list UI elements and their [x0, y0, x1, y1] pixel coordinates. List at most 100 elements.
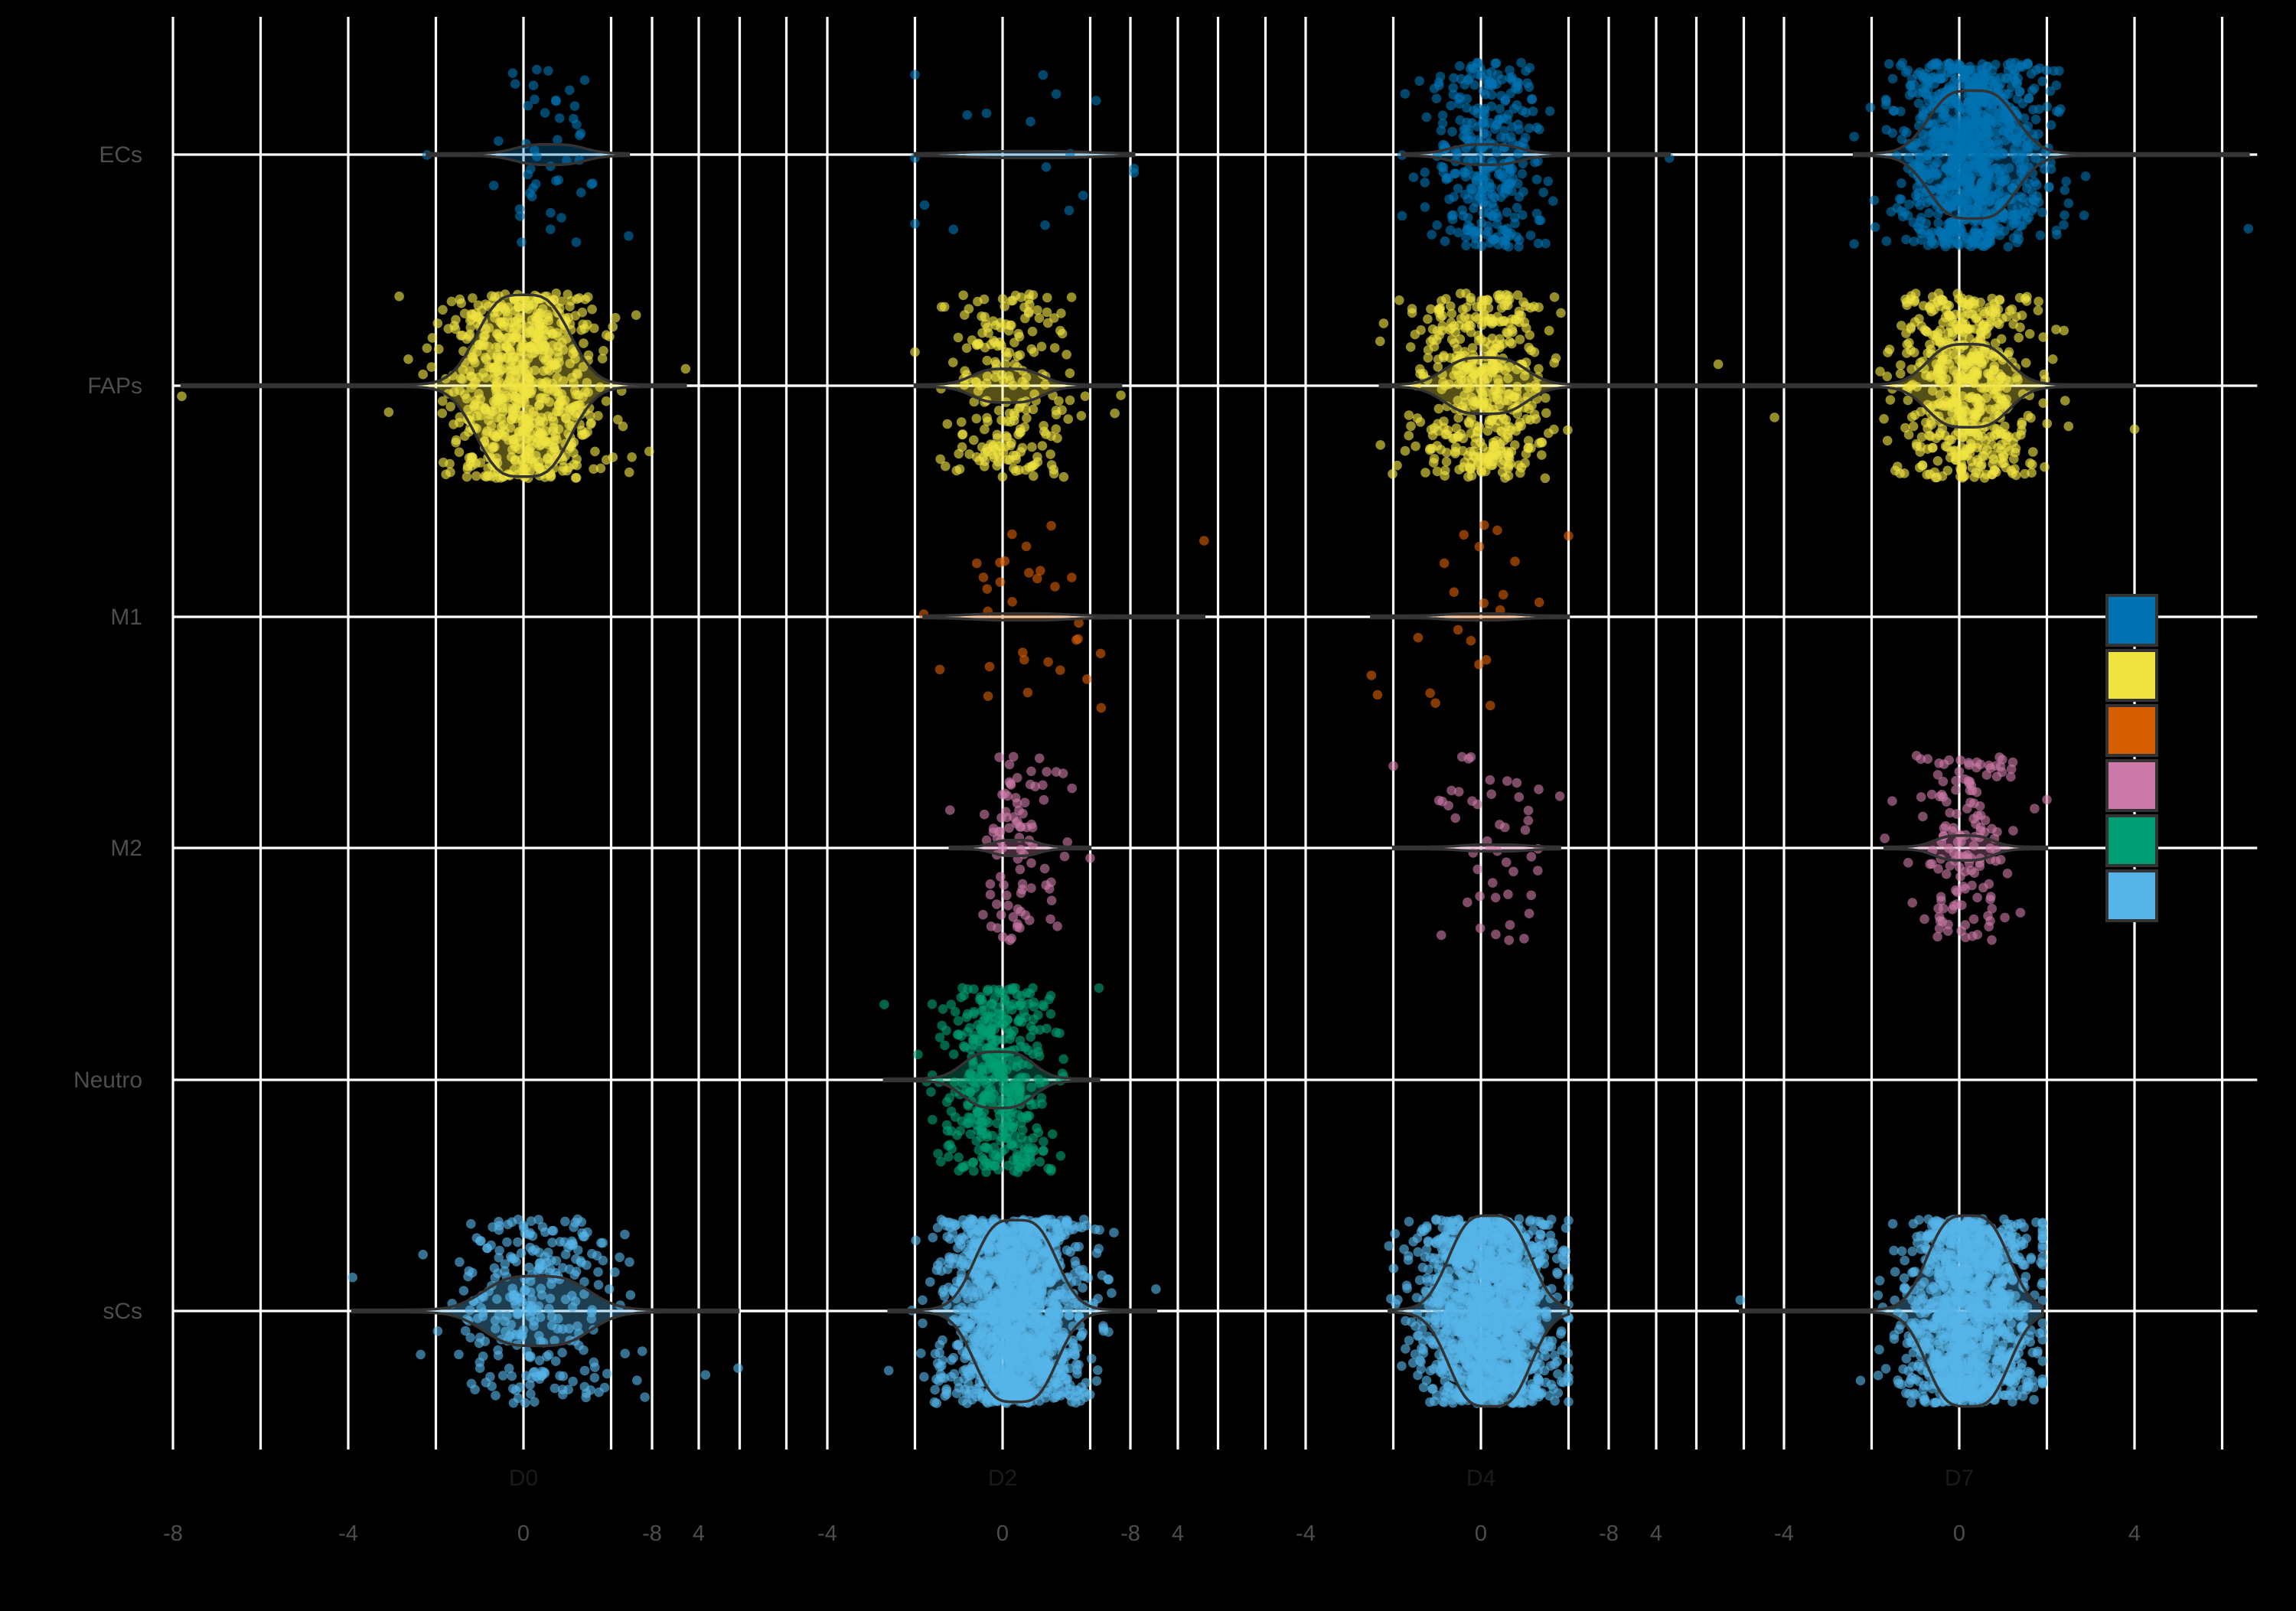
data-point	[1528, 106, 1538, 116]
data-point	[1130, 164, 1140, 174]
data-point	[1039, 795, 1049, 805]
data-point	[1486, 775, 1495, 785]
data-point	[1452, 423, 1462, 433]
data-point	[943, 1126, 953, 1136]
data-point	[1052, 921, 1062, 931]
data-point	[1401, 89, 1411, 99]
data-point	[542, 1352, 552, 1362]
data-point	[1541, 408, 1551, 418]
data-point	[1564, 1282, 1574, 1292]
data-point	[1430, 698, 1440, 708]
data-point	[1491, 893, 1501, 903]
data-point	[996, 910, 1006, 920]
data-point	[530, 1397, 540, 1407]
data-point	[592, 1251, 602, 1260]
data-point	[1534, 784, 1544, 794]
data-point	[972, 341, 982, 351]
data-point	[1401, 1344, 1411, 1354]
data-point	[1081, 1378, 1091, 1388]
data-point	[572, 237, 582, 247]
data-point	[557, 1348, 567, 1358]
data-point	[1390, 1229, 1400, 1239]
data-point	[1116, 390, 1126, 400]
data-point	[1512, 778, 1522, 788]
data-point	[911, 1236, 921, 1246]
data-point	[487, 291, 497, 301]
data-point	[347, 1273, 357, 1283]
data-point	[1109, 1228, 1119, 1238]
data-point	[963, 110, 973, 120]
data-point	[394, 292, 404, 302]
data-point	[568, 1377, 578, 1387]
data-point	[957, 1233, 967, 1243]
data-point	[945, 1218, 955, 1228]
data-point	[1022, 1114, 1032, 1123]
data-point	[954, 333, 964, 343]
data-point	[958, 291, 968, 301]
data-point	[585, 411, 595, 421]
data-point	[1409, 172, 1419, 182]
data-point	[947, 1355, 957, 1365]
data-point	[427, 362, 437, 372]
data-point	[493, 1345, 503, 1355]
data-point	[1526, 891, 1536, 901]
data-point	[1065, 396, 1075, 406]
data-point	[1046, 1164, 1056, 1174]
data-point	[1515, 125, 1525, 135]
data-point	[1505, 73, 1515, 83]
data-point	[1531, 414, 1541, 424]
data-point	[980, 810, 990, 820]
data-point	[1024, 1144, 1034, 1154]
data-point	[1025, 915, 1035, 925]
data-point	[1447, 309, 1457, 319]
data-point	[1486, 789, 1496, 799]
data-point	[969, 1007, 979, 1017]
data-point	[1518, 187, 1528, 197]
data-point	[910, 70, 920, 80]
data-point	[1404, 431, 1414, 441]
data-point	[1518, 169, 1528, 179]
data-point	[1519, 934, 1529, 944]
data-point	[418, 1250, 428, 1260]
data-point	[938, 1004, 948, 1014]
data-point	[1000, 556, 1009, 566]
data-point	[605, 1284, 615, 1294]
data-point	[1006, 417, 1016, 427]
data-point	[996, 577, 1006, 587]
data-point	[1479, 118, 1489, 128]
data-point	[979, 572, 989, 582]
data-point	[681, 364, 691, 374]
data-point	[1063, 414, 1073, 424]
data-point	[644, 447, 654, 457]
data-point	[1009, 752, 1019, 762]
data-point	[455, 418, 465, 428]
data-point	[456, 298, 466, 308]
data-point	[999, 880, 1009, 890]
data-point	[1499, 590, 1508, 600]
data-point	[1440, 559, 1450, 569]
data-point	[910, 347, 920, 357]
data-point	[1413, 413, 1423, 423]
data-point	[1451, 442, 1461, 452]
data-point	[1032, 1123, 1042, 1133]
data-point	[1003, 351, 1013, 361]
data-point	[626, 1290, 636, 1300]
data-point	[468, 293, 478, 303]
data-point	[1515, 334, 1525, 344]
data-point	[543, 1247, 553, 1257]
data-point	[578, 308, 588, 318]
data-point	[579, 338, 589, 348]
data-point	[517, 237, 527, 247]
data-point	[1430, 423, 1440, 433]
data-point	[590, 447, 600, 457]
data-point	[1040, 220, 1050, 230]
data-point	[1397, 1362, 1407, 1371]
data-point	[1498, 225, 1508, 235]
data-point	[954, 1016, 964, 1026]
data-point	[993, 923, 1003, 933]
data-point	[1027, 442, 1037, 452]
data-point	[552, 1256, 562, 1266]
data-point	[1026, 767, 1036, 777]
data-point	[1563, 426, 1573, 435]
